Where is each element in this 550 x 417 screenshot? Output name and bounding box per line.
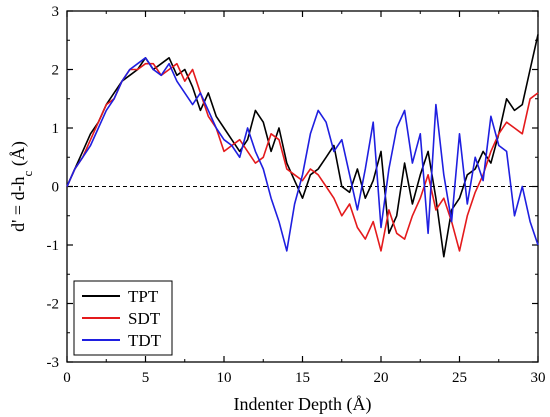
series-lines	[66, 34, 539, 258]
y-tick-label: 0	[52, 180, 60, 196]
x-axis-title: Indenter Depth (Å)	[234, 394, 372, 415]
x-tick-label: 5	[142, 370, 150, 386]
y-tick-label: 1	[52, 121, 60, 137]
series-line-sdt	[66, 62, 539, 252]
x-tick-label: 30	[531, 370, 546, 386]
x-tick-label: 25	[452, 370, 467, 386]
y-tick-label: 2	[52, 63, 60, 79]
axes: 0 5 10 15 20 25 30 -3 -2 -1 0 1 2 3 Indenter Depth (Å)…	[8, 4, 546, 415]
legend-label-sdt: SDT	[128, 309, 161, 328]
y-tick-label: 3	[52, 4, 60, 20]
y-tick-label: -2	[47, 297, 60, 313]
legend-label-tpt: TPT	[128, 287, 159, 306]
x-tick-label: 15	[295, 370, 310, 386]
x-tick-label: 10	[217, 370, 232, 386]
series-line-tpt	[66, 34, 539, 258]
legend: TPT SDT TDT	[73, 280, 173, 356]
x-tick-label: 0	[63, 370, 71, 386]
legend-label-tdt: TDT	[128, 331, 162, 350]
y-tick-label: -3	[47, 355, 60, 371]
y-tick-label: -1	[47, 238, 60, 254]
x-tick-label: 20	[374, 370, 389, 386]
series-line-tdt	[66, 56, 539, 252]
y-axis-title: d' = d-hc (Å)	[8, 141, 35, 232]
